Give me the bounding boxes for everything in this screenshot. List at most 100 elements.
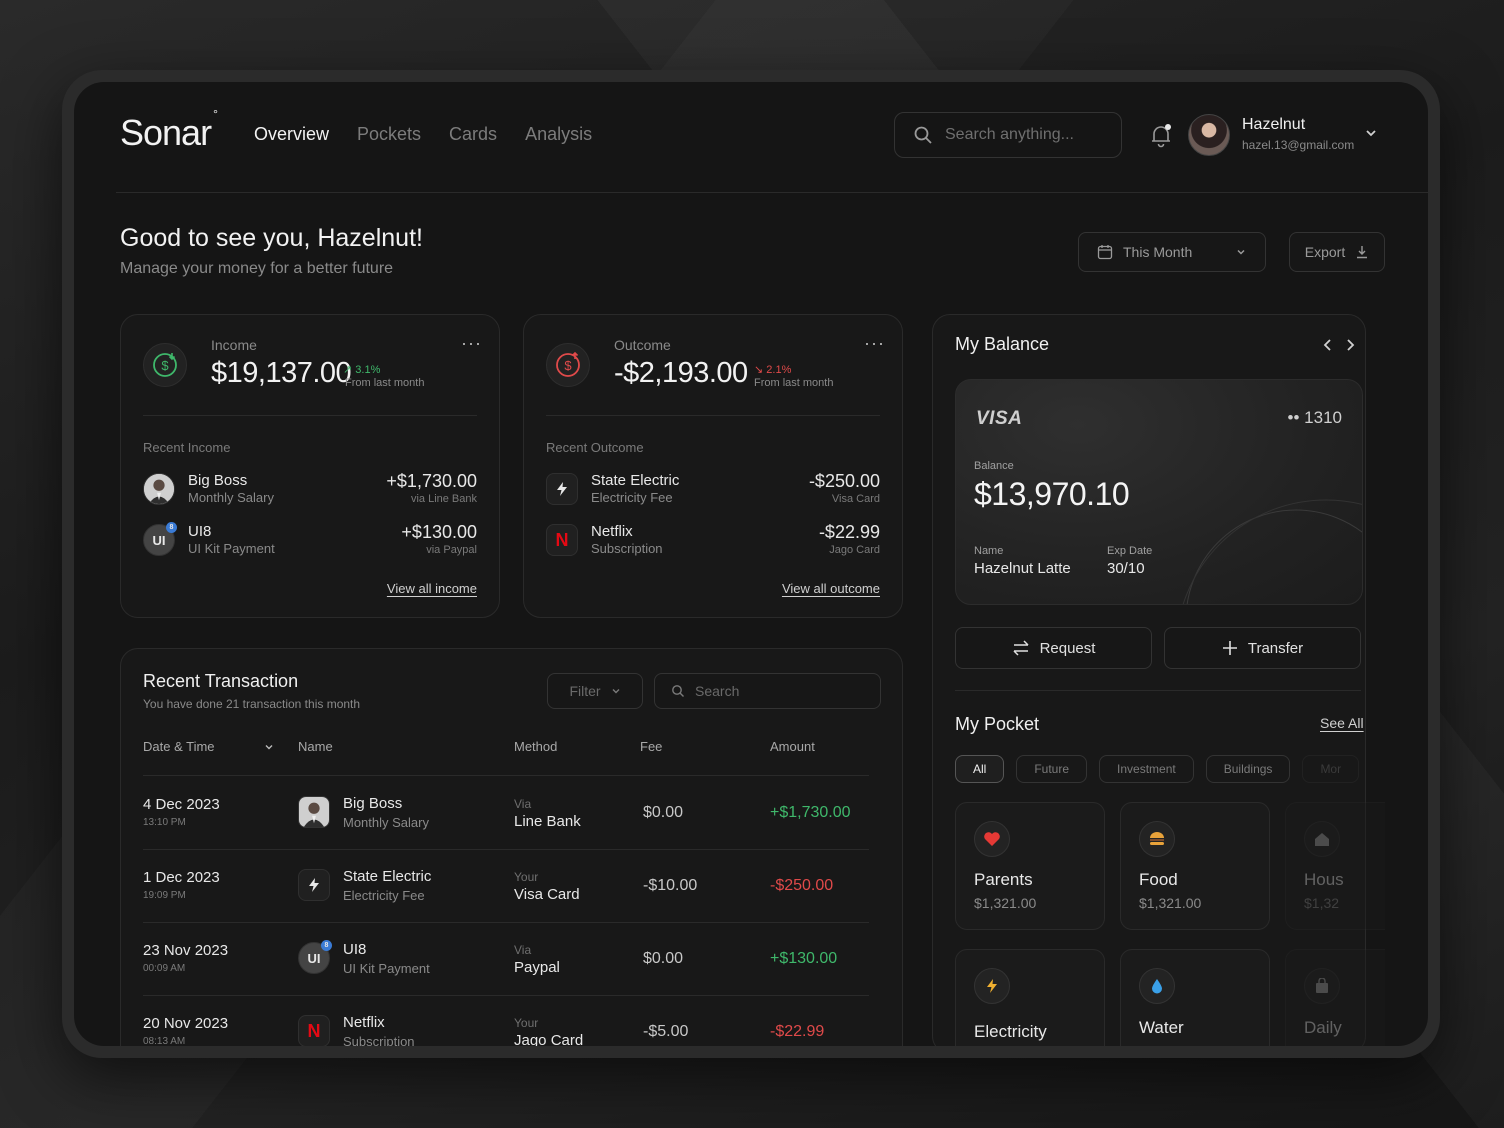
credit-card[interactable]: VISA •• 1310 Balance $13,970.10 Name Haz… [955, 379, 1363, 605]
card-exp-label: Exp Date [1107, 545, 1153, 557]
pocket-card[interactable]: Electricity [955, 949, 1105, 1046]
outcome-trend: ↘ 2.1% [754, 364, 792, 376]
page-title: Good to see you, Hazelnut! [120, 224, 423, 252]
table-row[interactable]: 20 Nov 2023 08:13 AM N Netflix Subscript… [121, 995, 904, 1046]
chevron-down-icon[interactable] [264, 742, 274, 752]
table-row[interactable]: 23 Nov 2023 00:09 AM UI 8 UI8 UI Kit Pay… [121, 922, 904, 995]
outcome-item-amount: -$22.99 [818, 522, 880, 542]
visa-logo: VISA [976, 408, 1023, 429]
row-amount: -$22.99 [770, 1023, 825, 1040]
tab-more[interactable]: Mor [1302, 755, 1360, 783]
outcome-dollar-icon: $ [546, 343, 590, 387]
table-row[interactable]: 1 Dec 2023 19:09 PM State Electric Elect… [121, 849, 904, 922]
logo[interactable]: Sonar ° [120, 107, 218, 153]
pocket-value: $1,321.00 [974, 895, 1037, 911]
filter-button[interactable]: Filter [547, 673, 643, 709]
row-name: Netflix [343, 1014, 385, 1031]
more-options-icon[interactable]: ··· [461, 333, 482, 353]
pocket-name: Hous [1304, 870, 1344, 889]
transactions-subtitle: You have done 21 transaction this month [143, 697, 361, 711]
bag-icon [1304, 968, 1340, 1004]
search-placeholder: Search [695, 683, 740, 699]
transactions-search-input[interactable]: Search [654, 673, 881, 709]
balance-title: My Balance [955, 334, 1050, 354]
transactions-card: Recent Transaction You have done 21 tran… [120, 648, 903, 1046]
request-button[interactable]: Request [955, 627, 1152, 669]
outcome-value: -$2,193.00 [614, 357, 748, 389]
row-method-prefix: Via [514, 797, 532, 811]
row-sub: Subscription [343, 1034, 415, 1046]
income-value: $19,137.00 [211, 357, 352, 389]
outcome-item-via: Visa Card [831, 493, 880, 505]
avatar[interactable] [1188, 114, 1230, 156]
row-sub: Electricity Fee [343, 888, 425, 903]
period-select[interactable]: This Month [1078, 232, 1266, 272]
card-name-label: Name [974, 545, 1004, 557]
table-row[interactable]: 4 Dec 2023 13:10 PM Big Boss Monthly Sal… [121, 776, 904, 849]
income-item-amount: +$1,730.00 [386, 471, 477, 491]
house-icon [1304, 821, 1340, 857]
tab-all[interactable]: All [955, 755, 1005, 783]
pocket-grid: Parents $1,321.00 Food $1,321.00 Hous $1… [955, 802, 1385, 1046]
income-item-sub: Monthly Salary [188, 490, 274, 505]
header-divider [116, 192, 1428, 193]
nav-analysis[interactable]: Analysis [525, 124, 593, 144]
bolt-icon [298, 869, 330, 901]
tab-buildings[interactable]: Buildings [1205, 755, 1291, 783]
notification-bell-icon[interactable] [1146, 120, 1176, 150]
ui8-logo-icon: UI 8 [143, 522, 177, 556]
row-date: 20 Nov 2023 [143, 1015, 229, 1032]
tab-future[interactable]: Future [1016, 755, 1088, 783]
page-subtitle: Manage your money for a better future [120, 260, 394, 277]
big-boss-avatar [143, 473, 175, 505]
pocket-card[interactable]: Water [1120, 949, 1270, 1046]
chevron-right-icon[interactable] [1344, 338, 1356, 352]
row-fee: $0.00 [643, 804, 684, 821]
bolt-icon [546, 473, 578, 505]
nav-cards[interactable]: Cards [449, 124, 498, 144]
tab-investment[interactable]: Investment [1099, 755, 1194, 783]
row-sub: UI Kit Payment [343, 961, 430, 976]
nav-overview[interactable]: Overview [254, 124, 330, 144]
chevron-left-icon[interactable] [1322, 338, 1334, 352]
chevron-down-icon [1237, 249, 1245, 255]
big-boss-avatar [298, 796, 330, 828]
row-amount: +$130.00 [770, 950, 838, 967]
svg-text:$: $ [161, 358, 169, 373]
pocket-name: Water [1139, 1018, 1184, 1037]
outcome-item-name: Netflix [591, 523, 633, 540]
row-method: Jago Card [514, 1032, 584, 1046]
view-all-income-link[interactable]: View all income [386, 581, 477, 596]
bolt-icon [974, 968, 1010, 1004]
view-all-outcome-link[interactable]: View all outcome [781, 581, 880, 596]
transfer-button[interactable]: Transfer [1164, 627, 1361, 669]
download-icon [1357, 246, 1368, 259]
more-options-icon[interactable]: ··· [864, 333, 885, 353]
income-item-name: Big Boss [188, 472, 248, 489]
pocket-name: Food [1139, 870, 1178, 889]
income-trend: ↗ 3.1% [343, 364, 381, 376]
pocket-card[interactable]: Hous $1,32 [1285, 802, 1385, 930]
row-name: UI8 [343, 941, 367, 958]
export-button[interactable]: Export [1289, 232, 1385, 272]
user-email: hazel.13@gmail.com [1242, 138, 1355, 152]
card-holder-name: Hazelnut Latte [974, 560, 1071, 577]
transactions-title: Recent Transaction [143, 671, 299, 691]
outcome-trend-sub: From last month [754, 377, 834, 389]
pocket-card[interactable]: Daily [1285, 949, 1385, 1046]
nav-pockets[interactable]: Pockets [357, 124, 422, 144]
pocket-name: Parents [974, 870, 1033, 889]
pocket-card[interactable]: Parents $1,321.00 [955, 802, 1105, 930]
column-method: Method [514, 739, 558, 754]
global-search-input[interactable]: Search anything... [894, 112, 1122, 158]
row-time: 19:09 PM [143, 890, 186, 901]
see-all-link[interactable]: See All [1320, 715, 1364, 731]
pocket-card[interactable]: Food $1,321.00 [1120, 802, 1270, 930]
chevron-down-icon[interactable] [1364, 126, 1378, 145]
income-item-via: via Paypal [426, 544, 477, 556]
row-divider [143, 995, 869, 996]
outcome-item-sub: Subscription [591, 541, 663, 556]
search-icon [914, 126, 932, 144]
column-date-time[interactable]: Date & Time [143, 739, 215, 754]
outcome-item-name: State Electric [591, 472, 680, 489]
